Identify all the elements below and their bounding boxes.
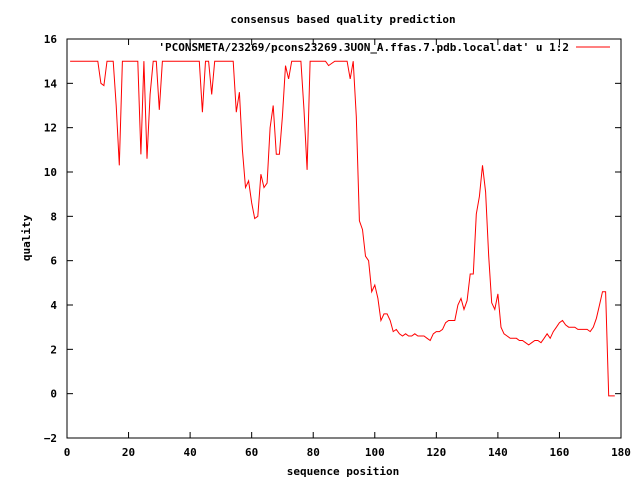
y-tick-label: 6 <box>50 255 57 268</box>
x-tick-label: 120 <box>426 446 446 459</box>
y-axis: −2 0 2 4 6 8 10 12 14 16 <box>44 33 621 445</box>
x-tick-label: 0 <box>64 446 71 459</box>
y-tick-label: 16 <box>44 33 58 46</box>
y-tick-label: 4 <box>50 299 57 312</box>
x-axis-label: sequence position <box>287 465 400 478</box>
x-tick-label: 80 <box>307 446 320 459</box>
chart-title: consensus based quality prediction <box>230 13 455 26</box>
plot-frame <box>66 38 622 439</box>
y-tick-label: 8 <box>50 210 57 223</box>
x-tick-label: 140 <box>488 446 508 459</box>
x-tick-label: 20 <box>122 446 135 459</box>
x-tick-label: 40 <box>183 446 196 459</box>
x-tick-label: 100 <box>365 446 385 459</box>
y-tick-label: −2 <box>44 432 57 445</box>
x-tick-label: 60 <box>245 446 258 459</box>
x-axis: 0 20 40 60 80 100 120 140 160 180 <box>64 39 631 459</box>
y-axis-label: quality <box>20 214 33 261</box>
x-tick-label: 160 <box>550 446 570 459</box>
legend-label: 'PCONSMETA/23269/pcons23269.3UON_A.ffas.… <box>158 41 569 54</box>
y-tick-label: 12 <box>44 122 57 135</box>
y-tick-label: 10 <box>44 166 57 179</box>
y-tick-label: 14 <box>44 77 58 90</box>
series-line <box>70 60 615 397</box>
y-tick-label: 2 <box>50 343 57 356</box>
legend: 'PCONSMETA/23269/pcons23269.3UON_A.ffas.… <box>158 41 610 54</box>
x-tick-label: 180 <box>611 446 631 459</box>
y-tick-label: 0 <box>50 388 57 401</box>
